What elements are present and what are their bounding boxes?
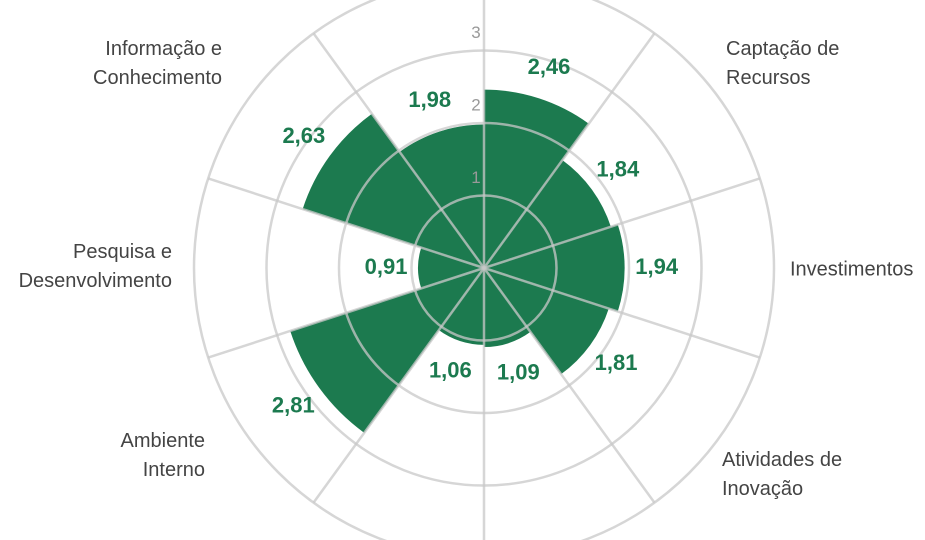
value-label: 2,81: [272, 392, 315, 417]
value-label: 1,98: [408, 87, 451, 112]
r-tick-label: 3: [471, 23, 480, 42]
sector: [290, 268, 484, 433]
spoke: [312, 32, 486, 269]
outer-ring: [192, 0, 776, 540]
sector: [484, 268, 531, 348]
value-label: 1,84: [596, 157, 640, 182]
category-label: Captação de Recursos: [726, 38, 840, 89]
sector: [484, 160, 611, 268]
value-label: 1,81: [595, 350, 638, 375]
spoke: [483, 266, 761, 359]
value-label: 1,06: [429, 357, 472, 382]
spoke: [482, 267, 656, 504]
value-label: 0,91: [365, 254, 408, 279]
spoke: [207, 266, 485, 359]
r-tick-label: 2: [471, 95, 480, 114]
spoke: [312, 267, 486, 504]
category-label: Ambiente Interno: [120, 430, 206, 481]
category-label: Atividades de Inovação: [722, 449, 843, 500]
category-label: Pesquisa e Desenvolvimento: [18, 241, 172, 292]
sector: [438, 268, 484, 345]
value-label: 1,09: [497, 359, 540, 384]
sector: [302, 113, 484, 268]
spoke: [207, 177, 485, 270]
value-label: 1,94: [635, 254, 679, 279]
r-tick-label: 1: [471, 168, 480, 187]
category-label: Informação e Conhecimento: [93, 38, 222, 89]
spoke: [483, 177, 761, 270]
value-label: 2,63: [282, 123, 325, 148]
spoke: [482, 32, 656, 269]
sector: [399, 124, 484, 268]
sector: [418, 247, 484, 289]
sector: [484, 268, 609, 375]
value-label: 2,46: [528, 54, 571, 79]
category-label: Investimentos: [790, 258, 914, 281]
sector: [484, 224, 625, 312]
sector: [484, 89, 589, 269]
